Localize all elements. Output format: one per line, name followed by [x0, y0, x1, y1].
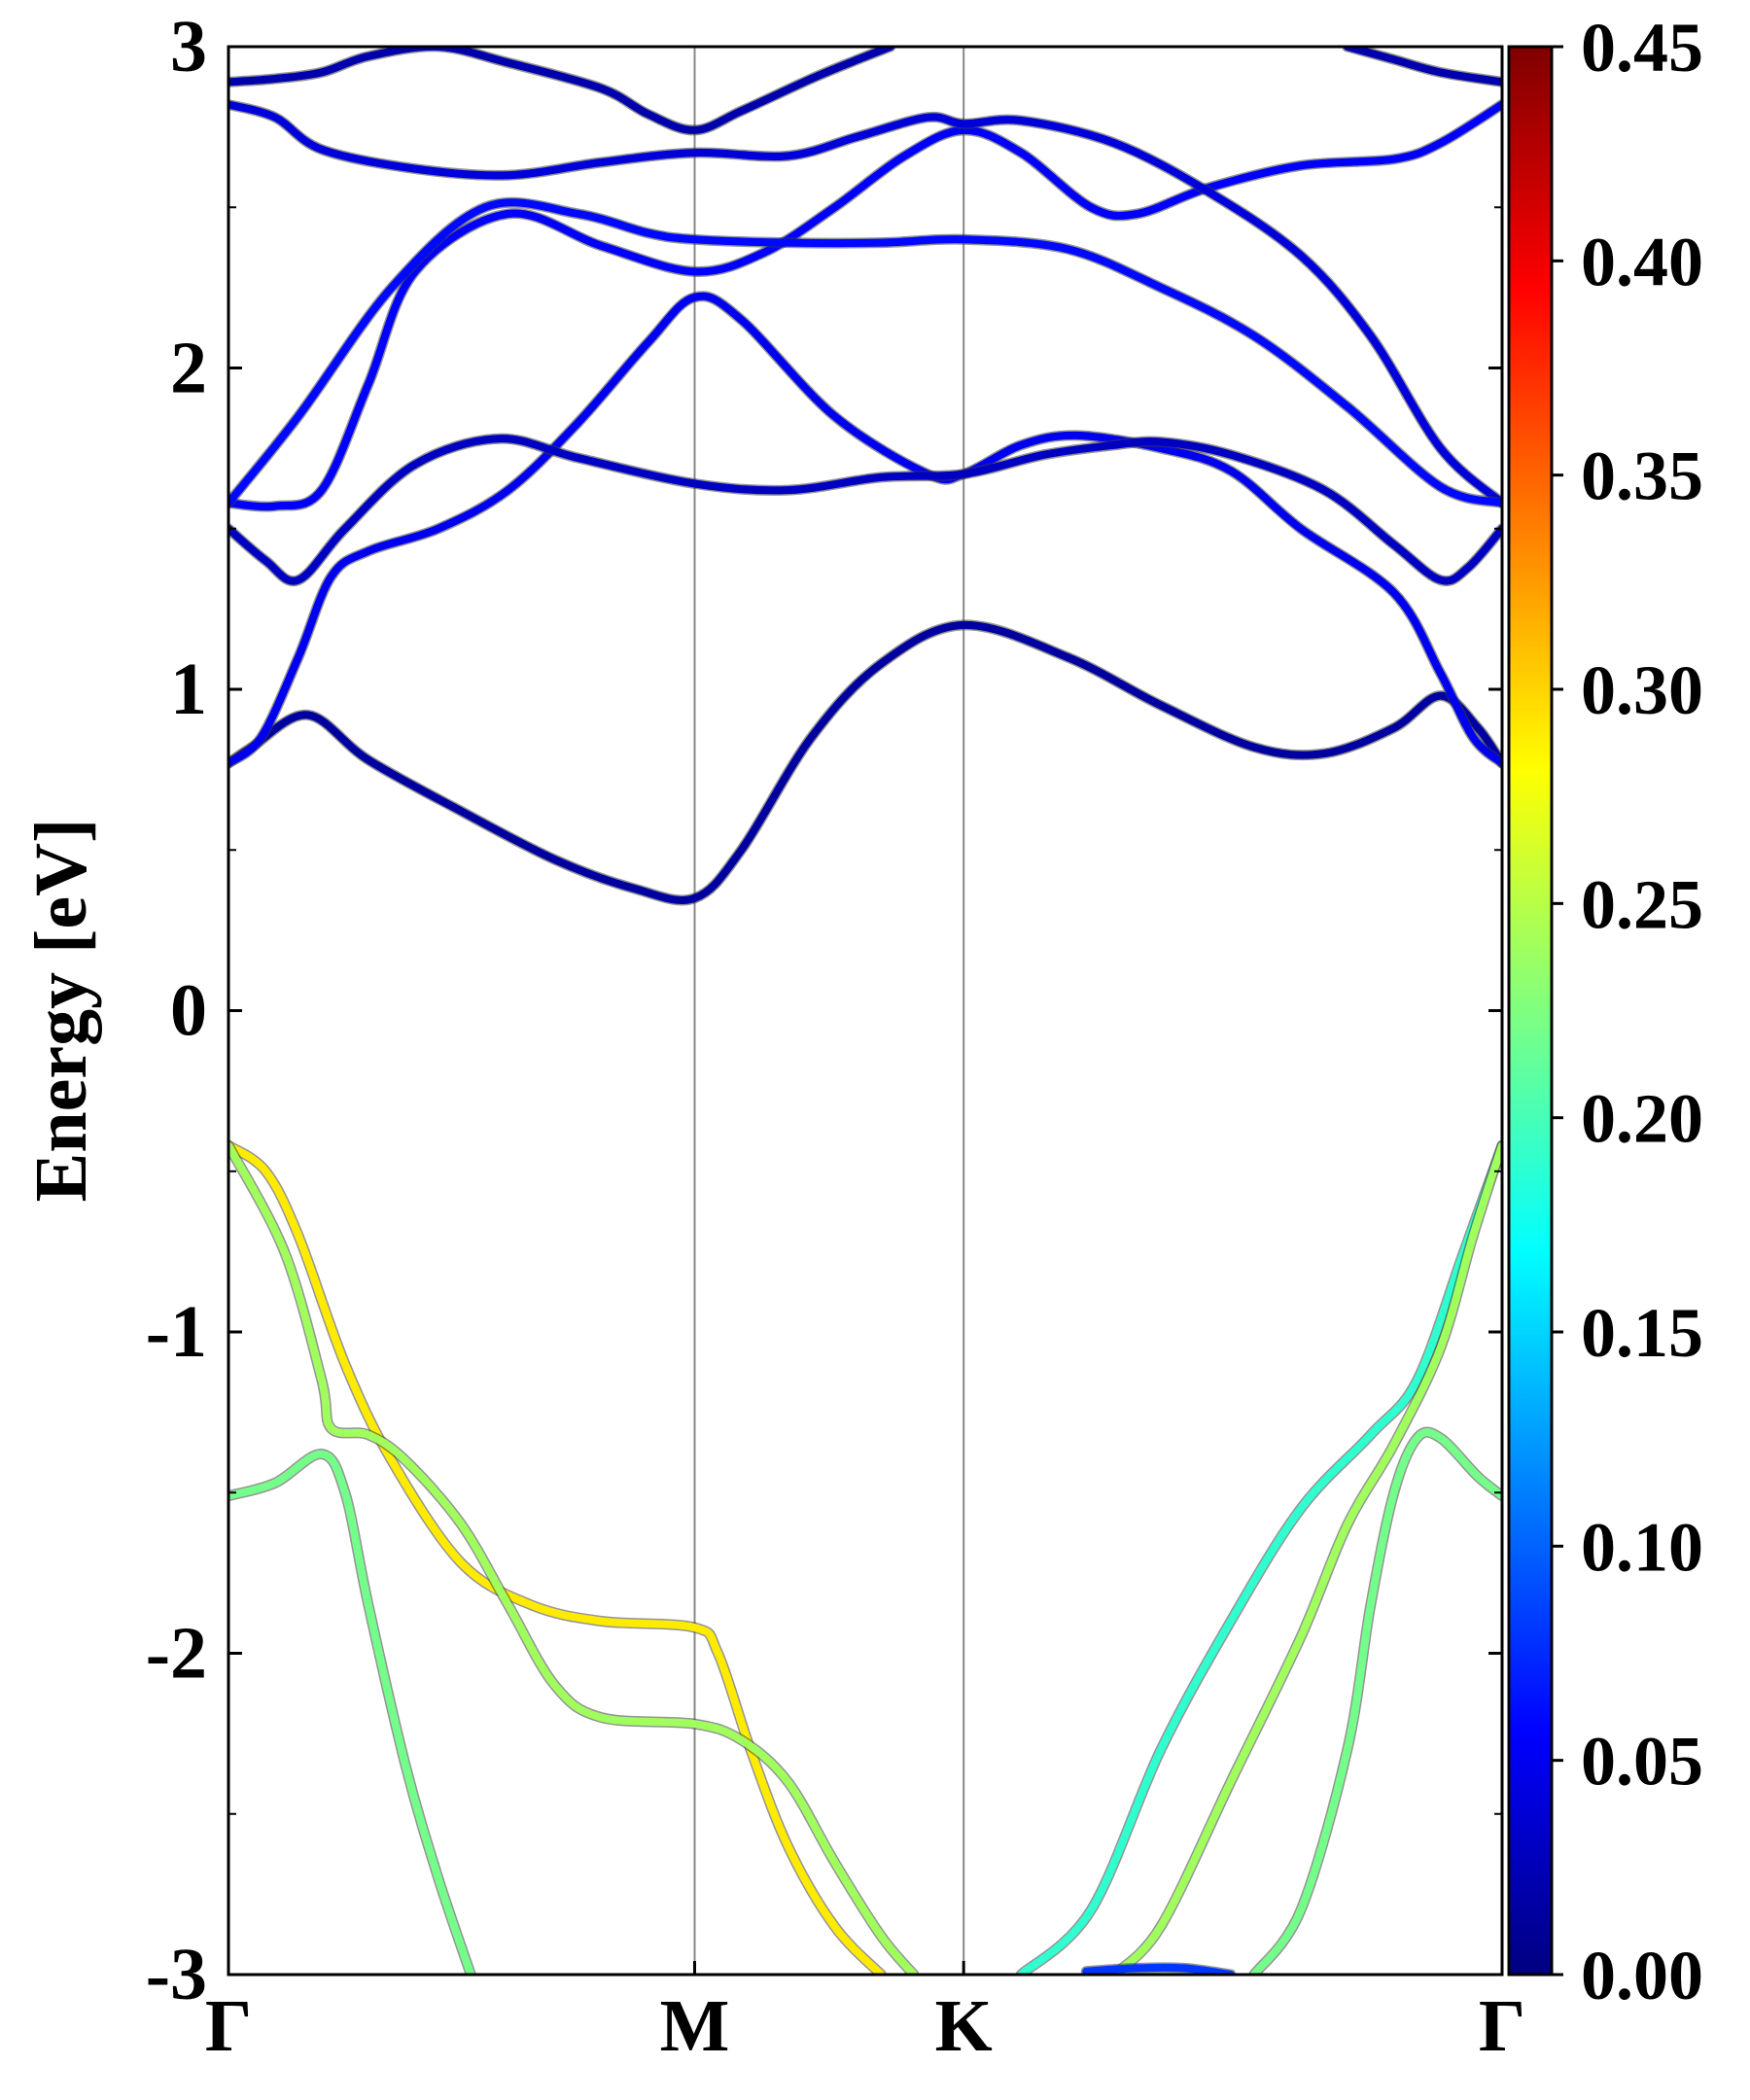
- band-2: [228, 435, 1502, 585]
- y-axis-ticks: -3 -2 -1 0 1 2 3: [146, 6, 1502, 2015]
- x-tick-label: Γ: [205, 1985, 252, 2067]
- colorbar-tick-label: 0.20: [1581, 1080, 1703, 1158]
- band-0: [228, 620, 1502, 904]
- colorbar-tick-label: 0.35: [1581, 438, 1703, 515]
- band-outline: [228, 619, 1502, 906]
- x-tick-label: M: [660, 1985, 730, 2067]
- colorbar-tick-label: 0.15: [1581, 1294, 1703, 1372]
- band-14: [1082, 1963, 1235, 1975]
- y-tick-label: -3: [146, 1934, 207, 2015]
- x-tick-label: K: [935, 1985, 993, 2067]
- band-8: [228, 1141, 886, 1975]
- band-9: [228, 1141, 918, 1975]
- band-curves: [228, 47, 1502, 1975]
- colorbar-tick-label: 0.45: [1581, 9, 1703, 87]
- band-6: [228, 47, 894, 134]
- colorbar-tick-label: 0.25: [1581, 865, 1703, 943]
- colorbar-tick-label: 0.30: [1581, 651, 1703, 729]
- y-tick-label: -1: [146, 1291, 207, 1373]
- band-outline: [1108, 1139, 1502, 1975]
- band-3: [228, 100, 1502, 511]
- band-outline: [1015, 1139, 1502, 1975]
- y-tick-label: 2: [170, 328, 207, 409]
- colorbar-tick-label: 0.00: [1581, 1937, 1703, 2014]
- band-1: [228, 292, 1502, 767]
- colorbar-tick-label: 0.05: [1581, 1723, 1703, 1801]
- band-7: [1343, 47, 1502, 87]
- colorbar-tick-label: 0.10: [1581, 1508, 1703, 1586]
- band-10: [228, 1450, 475, 1975]
- colorbar-tick-label: 0.40: [1581, 223, 1703, 300]
- band-outline: [228, 1139, 887, 1975]
- y-tick-label: 0: [170, 970, 207, 1052]
- high-symmetry-lines: [693, 47, 965, 1975]
- band-13: [1249, 1428, 1502, 1975]
- band-12: [1110, 1141, 1502, 1975]
- x-tick-label: Γ: [1479, 1985, 1525, 2067]
- band-5: [228, 198, 1502, 508]
- colorbar-ticks: 0.00 0.05 0.10 0.15 0.20 0.25 0.30 0.35 0.40 0.45: [1552, 9, 1703, 2014]
- y-tick-label: -2: [146, 1613, 207, 1695]
- colorbar: [1507, 45, 1554, 1977]
- band-4: [228, 100, 1502, 508]
- y-tick-label: 3: [170, 6, 207, 88]
- plot-frame: [227, 45, 1504, 1977]
- y-tick-label: 1: [170, 648, 207, 730]
- band-outline: [228, 1139, 920, 1975]
- band-outline: [228, 291, 1502, 769]
- band-11: [1017, 1141, 1502, 1975]
- y-axis-label: Energy [eV]: [20, 819, 102, 1203]
